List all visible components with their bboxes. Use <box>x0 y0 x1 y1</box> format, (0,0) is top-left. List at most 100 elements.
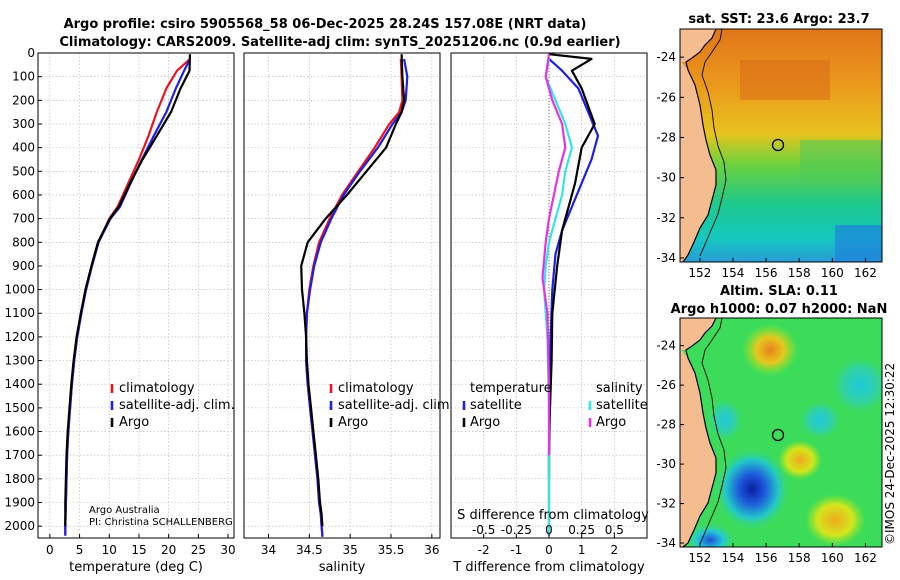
map-x-tick-label: 158 <box>788 266 811 280</box>
sla-map-low-eddy <box>714 447 790 531</box>
s-tick-label: -0.5 <box>472 523 495 537</box>
sla-map-land <box>680 348 716 547</box>
map-x-tick-label: 154 <box>722 266 745 280</box>
legend-label: satellite-adj. clim. <box>119 398 235 413</box>
sst-map-axes: 152 154 156 158 160 162 -24 -26 -28 -30 -32 -34 <box>656 50 877 280</box>
x-tick-label: 34 <box>261 543 276 557</box>
x-tick-label: 15 <box>131 543 146 557</box>
sst-map-frame <box>679 28 883 263</box>
y-tick-label: 300 <box>12 117 35 131</box>
y-tick-label: 500 <box>12 164 35 178</box>
x-tick-label: 5 <box>76 543 84 557</box>
series-argo <box>300 54 406 527</box>
map-y-tick-label: -28 <box>656 130 676 144</box>
y-tick-label: 1900 <box>4 496 35 510</box>
map-y-tick-label: -24 <box>656 339 676 353</box>
sst-map-coastline <box>682 29 717 262</box>
sst-map-profile-marker <box>771 138 785 152</box>
legend-label: Argo <box>470 415 500 430</box>
series-s-argo <box>541 54 567 456</box>
y-tick-label: 1200 <box>4 330 35 344</box>
y-tick-label: 100 <box>12 70 35 84</box>
sla-map-high-eddy-north <box>742 324 798 376</box>
x-tick-label: 30 <box>220 543 235 557</box>
sla-map-cyan-mid <box>798 400 842 440</box>
sla-map-high-eddy-south <box>805 494 865 546</box>
x-tick-label: 10 <box>102 543 117 557</box>
sla-map-profile-marker <box>771 428 785 442</box>
x-axis-label: T difference from climatology <box>452 560 645 575</box>
s-tick-label: -0.25 <box>501 523 532 537</box>
x-tick-label: 35 <box>343 543 358 557</box>
y-tick-label: 1500 <box>4 401 35 415</box>
legend-label: Argo <box>119 415 149 430</box>
sst-map-warm-patch <box>740 60 830 100</box>
credit-line-1: Argo Australia <box>89 505 160 516</box>
x-tick-label: 0 <box>545 543 553 557</box>
y-tick-label: 700 <box>12 212 35 226</box>
sst-map-land-north <box>680 29 716 62</box>
sla-map-axes: 152 154 156 158 160 162 -24 -26 -28 -30 -32 -34 <box>656 339 877 565</box>
x-tick-label: 20 <box>161 543 176 557</box>
map-x-tick-label: 160 <box>821 266 844 280</box>
sla-map-cyan-east <box>830 355 882 415</box>
map-x-tick-label: 162 <box>854 551 877 565</box>
legend-label: satellite <box>596 398 648 413</box>
y-tick-label: 1400 <box>4 377 35 391</box>
map-x-tick-label: 162 <box>854 266 877 280</box>
sst-map-title: sat. SST: 23.6 Argo: 23.7 <box>688 12 869 27</box>
x-tick-label: 25 <box>191 543 206 557</box>
map-y-tick-label: -34 <box>656 536 676 550</box>
sst-map-land <box>680 60 716 262</box>
y-tick-label: 2000 <box>4 519 35 533</box>
title-line-2: Climatology: CARS2009. Satellite-adj cli… <box>59 35 620 50</box>
y-tick-label: 200 <box>12 93 35 107</box>
map-y-tick-label: -26 <box>656 378 676 392</box>
x-tick-label: 35.5 <box>378 543 405 557</box>
series-t-argo <box>547 53 596 479</box>
top-axis-label: S difference from climatology <box>457 508 649 523</box>
y-tick-label: 1000 <box>4 283 35 297</box>
map-y-tick-label: -32 <box>656 211 676 225</box>
x-tick-label: -2 <box>478 543 490 557</box>
y-tick-label: 600 <box>12 188 35 202</box>
s-tick-label: 0 <box>545 523 553 537</box>
sla-map-blue-south <box>684 522 736 547</box>
sla-map-land-north <box>680 318 716 350</box>
series-t-satellite <box>547 58 600 536</box>
x-tick-label: 0 <box>46 543 54 557</box>
x-tick-label: 34.5 <box>296 543 323 557</box>
s-tick-label: 0.5 <box>605 523 624 537</box>
y-tick-label: 0 <box>27 46 35 60</box>
legend-label: climatology <box>119 381 195 396</box>
panel-background <box>244 53 440 538</box>
panel-frame <box>37 52 235 539</box>
x-tick-label: -1 <box>510 543 522 557</box>
map-y-tick-label: -34 <box>656 251 676 265</box>
map-y-tick-label: -26 <box>656 90 676 104</box>
y-tick-label: 800 <box>12 235 35 249</box>
map-x-tick-label: 154 <box>722 551 745 565</box>
y-tick-label: 1100 <box>4 306 35 320</box>
imos-watermark: ©IMOS 24-Dec-2025 12:30:22 <box>883 363 897 545</box>
panel-frame <box>243 52 441 539</box>
panel-temperature: 0 5 10 15 20 25 30 temperature (deg C) 0 100 200 30… <box>4 46 235 575</box>
map-x-tick-label: 152 <box>688 266 711 280</box>
sla-map-coastline <box>682 318 717 547</box>
y-tick-label: 1600 <box>4 425 35 439</box>
map-y-tick-label: -30 <box>656 457 676 471</box>
map-x-tick-label: 158 <box>788 551 811 565</box>
sla-map-high-eddy-east <box>778 440 822 480</box>
map-x-tick-label: 156 <box>755 551 778 565</box>
x-tick-label: 1 <box>578 543 586 557</box>
map-y-tick-label: -24 <box>656 50 676 64</box>
x-axis-label: salinity <box>319 560 366 575</box>
x-tick-label: 36 <box>424 543 439 557</box>
sla-map-frame <box>679 317 883 548</box>
map-x-tick-label: 160 <box>821 551 844 565</box>
map-y-tick-label: -28 <box>656 418 676 432</box>
sla-map: Altim. SLA: 0.11 Argo h1000: 0.07 h2000:… <box>656 284 887 565</box>
panel-background <box>38 53 234 538</box>
